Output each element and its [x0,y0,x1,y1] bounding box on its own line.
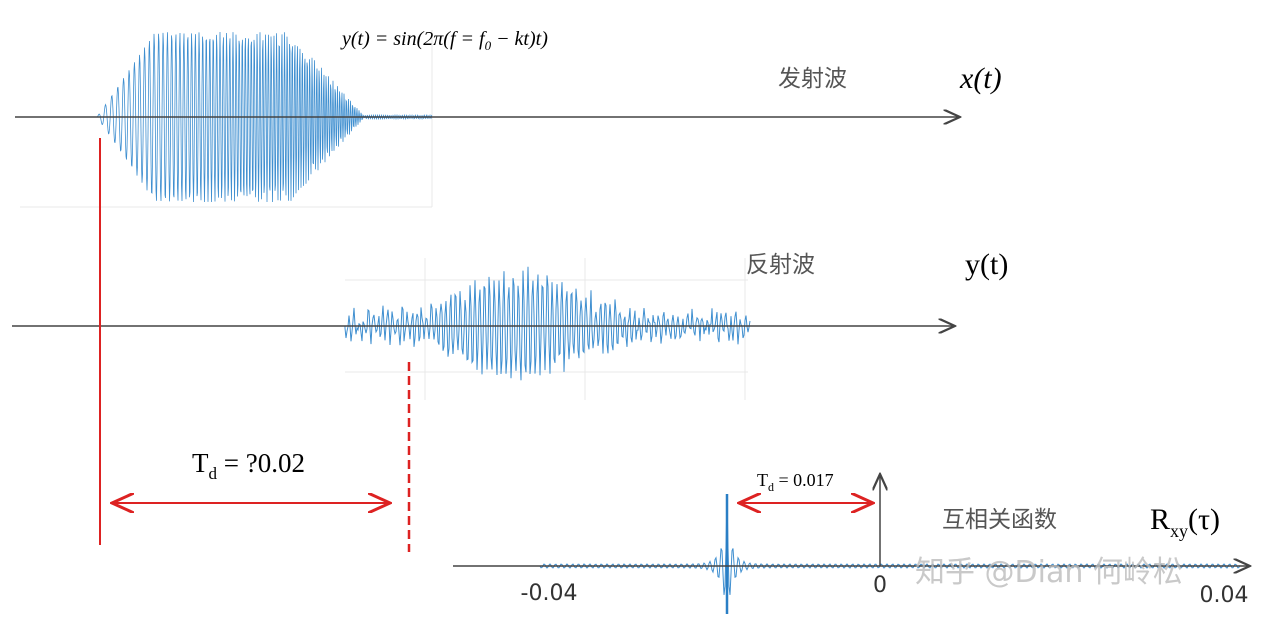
grid [20,30,748,400]
correlation-symbol: Rxy(τ) [1150,503,1220,541]
correlation-wave [539,495,1241,595]
delay-measured: Td = 0.017 [757,470,834,494]
formula-sub: 0 [485,38,492,53]
tick-label: 0.04 [1200,583,1249,608]
reflect-symbol: y(t) [965,248,1008,281]
formula-tail: − kt)t) [491,28,548,50]
td2-main: T [757,470,768,490]
delay-estimate: Td = ?0.02 [192,448,305,483]
tick-label: 0 [873,573,887,598]
r-rest: (τ) [1188,503,1220,536]
correlation-label: 互相关函数 [942,507,1057,533]
r-main: R [1150,503,1170,536]
tick-label: -0.04 [521,581,578,606]
r-sub: xy [1170,521,1188,541]
watermark: 知乎 @Dian 何岭松 [915,555,1183,590]
reflect-label: 反射波 [746,252,815,278]
formula-rhs: = sin(2π(f = f [375,28,487,50]
td2-sub: d [768,480,774,494]
formula-lhs: y(t) [340,28,370,50]
formula: y(t) = sin(2π(f = f0 − kt)t) [340,28,548,53]
echo-wave [344,266,751,381]
transmit-symbol: x(t) [959,62,1002,95]
td2-rest: = 0.017 [774,470,834,490]
transmit-label: 发射波 [778,66,847,92]
td-sub: d [209,464,218,483]
td-main: T [192,448,209,478]
td-rest: = ?0.02 [217,448,305,478]
